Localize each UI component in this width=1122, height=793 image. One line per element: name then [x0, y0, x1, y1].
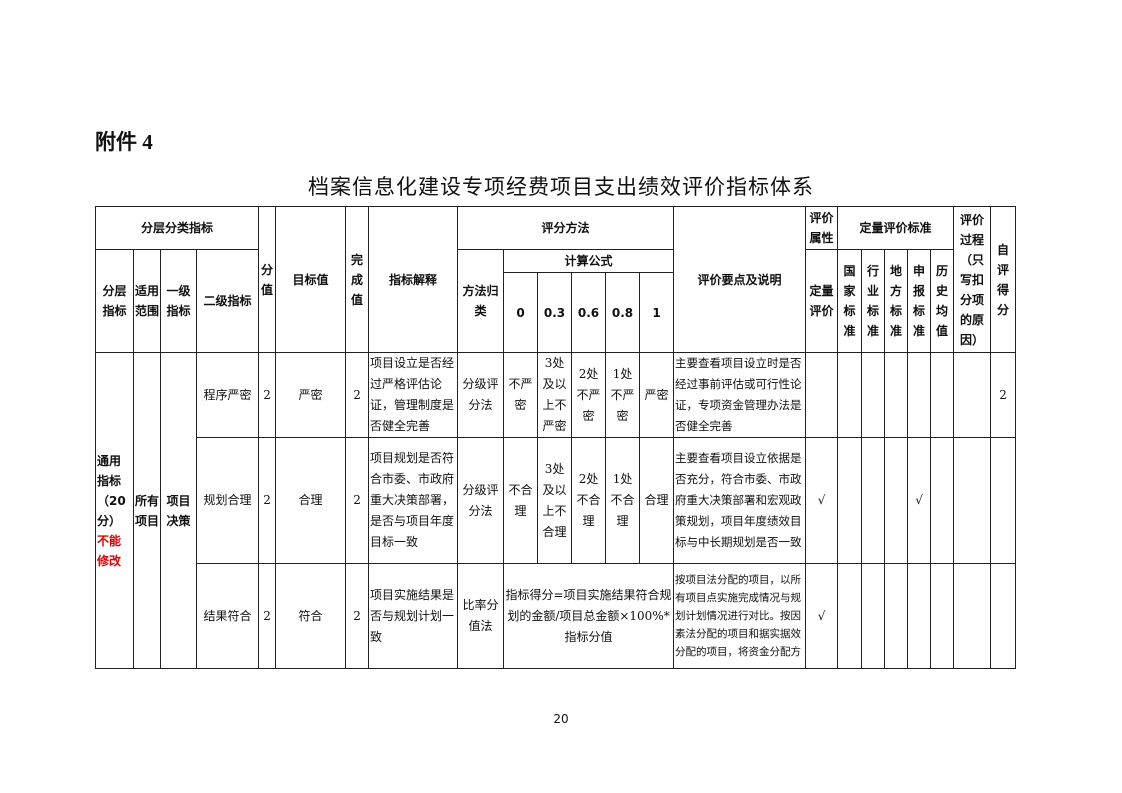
row-key-points: 主要查看项目设立时是否经过事前评估或可行性论证，专项资金管理办法是否健全完善 [673, 352, 807, 438]
row-explanation: 项目实施结果是否与规划计划一致 [368, 563, 459, 669]
row-completed: 2 [345, 563, 370, 669]
row-standard-declared [907, 563, 932, 669]
row-quantitative: √ [805, 437, 839, 564]
row-self-score: 2 [990, 352, 1017, 438]
header-standard-industry: 行业标准 [861, 249, 886, 353]
header-standard-declared: 申报标准 [907, 249, 932, 353]
header-method-type: 方法归类 [457, 249, 505, 353]
row-process [953, 437, 992, 564]
header-process: 评价过程（只写扣分项的原因） [953, 206, 992, 353]
header-self-score: 自评得分 [990, 206, 1017, 353]
header-completed: 完成值 [345, 206, 370, 353]
header-quantitative: 定量评价 [805, 249, 839, 353]
row-level-0.6: 2处不合理 [571, 437, 607, 564]
header-row-2: 分层指标 适用范围 一级指标 二级指标 方法归类 计算公式 定量评价 国家标准 … [95, 249, 1016, 353]
group-layer-indicator: 通用指标（20分） 不能修改 [95, 352, 134, 669]
group-scope: 所有项目 [133, 352, 161, 669]
row-level2: 程序严密 [195, 352, 260, 438]
row-method: 比率分值法 [457, 563, 505, 669]
group-layer-text: 通用指标（20分） [97, 453, 126, 528]
header-standard-national: 国家标准 [837, 249, 863, 353]
header-layer-indicator: 分层指标 [95, 249, 134, 353]
header-level-0: 0 [503, 272, 539, 353]
header-level1: 一级指标 [160, 249, 197, 353]
row-target: 符合 [275, 563, 347, 669]
row-self-score [990, 563, 1017, 669]
row-standard-historical [930, 563, 955, 669]
header-attribute: 评价属性 [805, 206, 839, 250]
row-level2: 规划合理 [195, 437, 260, 564]
row-process [953, 352, 992, 438]
row-standard-local [884, 437, 909, 564]
row-quantitative [805, 352, 839, 438]
group-layer-red-note: 不能修改 [97, 533, 122, 568]
row-process [953, 563, 992, 669]
header-row-1: 分层分类指标 分值 目标值 完成值 指标解释 评分方法 评价要点及说明 评价属性… [94, 206, 1017, 353]
row-completed: 2 [345, 352, 370, 438]
header-level-0.8: 0.8 [605, 272, 641, 353]
row-method: 分级评分法 [457, 437, 505, 564]
row-target: 严密 [275, 352, 347, 438]
header-formula: 计算公式 [503, 249, 675, 273]
header-target: 目标值 [275, 206, 347, 353]
attachment-label: 附件 4 [95, 130, 153, 154]
row-level-1: 合理 [639, 437, 675, 564]
row-level-0.6: 2处不严密 [571, 352, 607, 438]
header-explanation: 指标解释 [368, 206, 459, 353]
header-row-3: 0 0.3 0.6 0.8 1 [96, 272, 1016, 353]
row-score: 2 [258, 563, 277, 669]
header-key-points: 评价要点及说明 [673, 206, 807, 353]
row-score: 2 [258, 437, 277, 564]
row-level-0: 不合理 [503, 437, 539, 564]
header-level-0.6: 0.6 [571, 272, 607, 353]
row-standard-historical [930, 352, 955, 438]
header-level-1: 1 [639, 272, 675, 353]
row-standard-local [884, 352, 909, 438]
row-standard-local [884, 563, 909, 669]
header-quant-standards: 定量评价标准 [837, 206, 955, 250]
page-number: 20 [553, 712, 569, 726]
row-standard-declared [907, 352, 932, 438]
header-level-0.3: 0.3 [537, 272, 573, 353]
row-level-0: 不严密 [503, 352, 539, 438]
row-standard-historical [930, 437, 955, 564]
header-scoring-method: 评分方法 [457, 206, 675, 250]
row-standard-declared: √ [907, 437, 932, 564]
row-key-points: 按项目法分配的项目，以所有项目点实施完成情况与规划计划情况进行对比。按因素法分配… [673, 563, 807, 669]
row-explanation: 项目规划是否符合市委、市政府重大决策部署，是否与项目年度目标一致 [368, 437, 459, 564]
row-target: 合理 [275, 437, 347, 564]
row-quantitative: √ [805, 563, 839, 669]
row-key-points: 主要查看项目设立依据是否充分，符合市委、市政府重大决策部署和宏观政策规划，项目年… [673, 437, 807, 564]
row-formula: 指标得分=项目实施结果符合规划的金额/项目总金额×100%*指标分值 [503, 563, 675, 669]
indicator-table: 分层分类指标 分值 目标值 完成值 指标解释 评分方法 评价要点及说明 评价属性… [94, 206, 1017, 669]
header-scope: 适用范围 [133, 249, 161, 353]
row-level-1: 严密 [639, 352, 675, 438]
header-score: 分值 [258, 206, 277, 353]
header-standard-local: 地方标准 [884, 249, 909, 353]
row-method: 分级评分法 [457, 352, 505, 438]
row-standard-industry [861, 352, 886, 438]
row-level-0.8: 1处不合理 [605, 437, 641, 564]
row-level2: 结果符合 [195, 563, 260, 669]
header-standard-historical: 历史均值 [930, 249, 955, 353]
row-explanation: 项目设立是否经过严格评估论证，管理制度是否健全完善 [368, 352, 459, 438]
row-level-0.8: 1处不严密 [605, 352, 641, 438]
header-category-group: 分层分类指标 [94, 206, 260, 250]
page-title: 档案信息化建设专项经费项目支出绩效评价指标体系 [308, 175, 814, 199]
row-standard-national [837, 437, 863, 564]
row-level-0.3: 3处及以上不合理 [537, 437, 573, 564]
row-standard-national [837, 352, 863, 438]
row-completed: 2 [345, 437, 370, 564]
row-level-0.3: 3处及以上不严密 [537, 352, 573, 438]
row-standard-industry [861, 563, 886, 669]
header-level2: 二级指标 [195, 249, 260, 353]
row-self-score [990, 437, 1017, 564]
row-score: 2 [258, 352, 277, 438]
table-row: 通用指标（20分） 不能修改 所有项目 项目决策 程序严密 2 严密 2 项目设立… [95, 352, 1017, 669]
group-level1: 项目决策 [160, 352, 197, 669]
row-standard-industry [861, 437, 886, 564]
table-row: 结果符合 2 符合 2 项目实施结果是否与规划计划一致 比率分值法 指标得分=项… [96, 563, 1017, 669]
row-standard-national [837, 563, 863, 669]
table-row: 规划合理 2 合理 2 项目规划是否符合市委、市政府重大决策部署，是否与项目年度… [96, 437, 1017, 564]
